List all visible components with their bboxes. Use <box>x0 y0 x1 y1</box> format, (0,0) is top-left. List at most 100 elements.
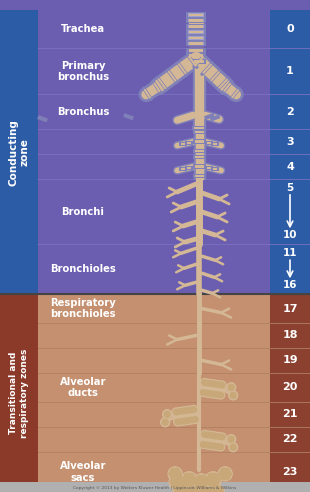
Circle shape <box>180 408 186 414</box>
Circle shape <box>230 444 236 450</box>
Circle shape <box>224 468 230 473</box>
Circle shape <box>182 418 188 424</box>
Circle shape <box>174 468 179 473</box>
Circle shape <box>212 433 218 439</box>
Bar <box>37 115 48 123</box>
Circle shape <box>181 472 197 488</box>
Bar <box>188 13 204 17</box>
Circle shape <box>228 436 234 442</box>
Circle shape <box>190 405 198 414</box>
Bar <box>0 482 310 492</box>
Bar <box>205 166 213 170</box>
Circle shape <box>197 486 213 492</box>
Text: Bronchus: Bronchus <box>57 107 109 117</box>
Bar <box>181 143 185 145</box>
Bar <box>270 294 310 492</box>
Bar <box>0 10 38 294</box>
Circle shape <box>209 432 215 438</box>
Bar <box>213 168 217 170</box>
Circle shape <box>204 442 210 448</box>
Circle shape <box>176 485 182 492</box>
Text: 3: 3 <box>286 137 294 147</box>
Circle shape <box>200 488 206 492</box>
Circle shape <box>218 444 224 450</box>
Bar <box>193 155 206 159</box>
Circle shape <box>177 417 185 426</box>
Circle shape <box>228 384 234 390</box>
Circle shape <box>204 379 212 387</box>
Circle shape <box>188 480 194 486</box>
Circle shape <box>173 409 179 415</box>
Bar <box>189 14 203 16</box>
Circle shape <box>190 477 196 483</box>
Circle shape <box>174 489 180 492</box>
Bar <box>186 29 206 35</box>
Circle shape <box>211 432 219 440</box>
Bar <box>38 10 270 294</box>
Bar <box>192 59 206 63</box>
Text: Bronchioles: Bronchioles <box>50 264 116 274</box>
Circle shape <box>189 417 194 423</box>
Circle shape <box>193 474 209 490</box>
Circle shape <box>208 380 216 388</box>
Circle shape <box>185 418 191 423</box>
Circle shape <box>184 480 190 486</box>
Circle shape <box>192 417 198 422</box>
Circle shape <box>203 389 211 397</box>
Circle shape <box>205 472 221 488</box>
Text: Primary
bronchus: Primary bronchus <box>57 61 109 82</box>
Text: 10: 10 <box>283 230 297 240</box>
Circle shape <box>230 392 236 399</box>
Circle shape <box>163 410 172 419</box>
Text: 18: 18 <box>282 331 298 340</box>
Text: 23: 23 <box>282 467 298 477</box>
Circle shape <box>184 416 192 425</box>
Circle shape <box>215 444 220 449</box>
Bar <box>123 113 134 121</box>
Bar <box>186 53 206 58</box>
Bar <box>0 294 38 492</box>
Circle shape <box>203 441 211 449</box>
Bar <box>187 167 191 169</box>
Circle shape <box>175 419 180 425</box>
Circle shape <box>184 473 190 479</box>
Circle shape <box>209 381 215 386</box>
Circle shape <box>204 488 210 492</box>
Circle shape <box>226 471 231 476</box>
Text: Trachea: Trachea <box>61 24 105 34</box>
Circle shape <box>188 473 194 479</box>
Circle shape <box>224 474 230 480</box>
Circle shape <box>227 383 236 392</box>
Text: 20: 20 <box>282 382 298 392</box>
Circle shape <box>200 390 206 396</box>
Circle shape <box>205 432 211 438</box>
Circle shape <box>177 409 183 414</box>
Circle shape <box>179 489 184 492</box>
Circle shape <box>200 482 206 489</box>
Bar <box>186 35 206 40</box>
Text: 4: 4 <box>286 161 294 172</box>
Circle shape <box>169 474 185 490</box>
Text: 21: 21 <box>282 409 298 419</box>
Bar <box>186 12 206 18</box>
Circle shape <box>206 491 212 492</box>
Bar <box>195 155 204 158</box>
Circle shape <box>208 431 216 439</box>
Bar <box>205 141 213 145</box>
Circle shape <box>202 431 207 437</box>
Circle shape <box>207 391 213 397</box>
Bar <box>194 60 204 63</box>
Circle shape <box>178 419 184 424</box>
Circle shape <box>169 471 174 476</box>
Circle shape <box>174 474 179 480</box>
Circle shape <box>204 390 210 396</box>
Circle shape <box>221 474 226 480</box>
Bar <box>211 142 219 146</box>
Circle shape <box>206 477 212 483</box>
Circle shape <box>199 479 204 485</box>
Circle shape <box>183 406 191 415</box>
Circle shape <box>211 380 219 388</box>
Circle shape <box>217 391 225 399</box>
Circle shape <box>200 475 206 481</box>
Bar <box>207 142 211 144</box>
